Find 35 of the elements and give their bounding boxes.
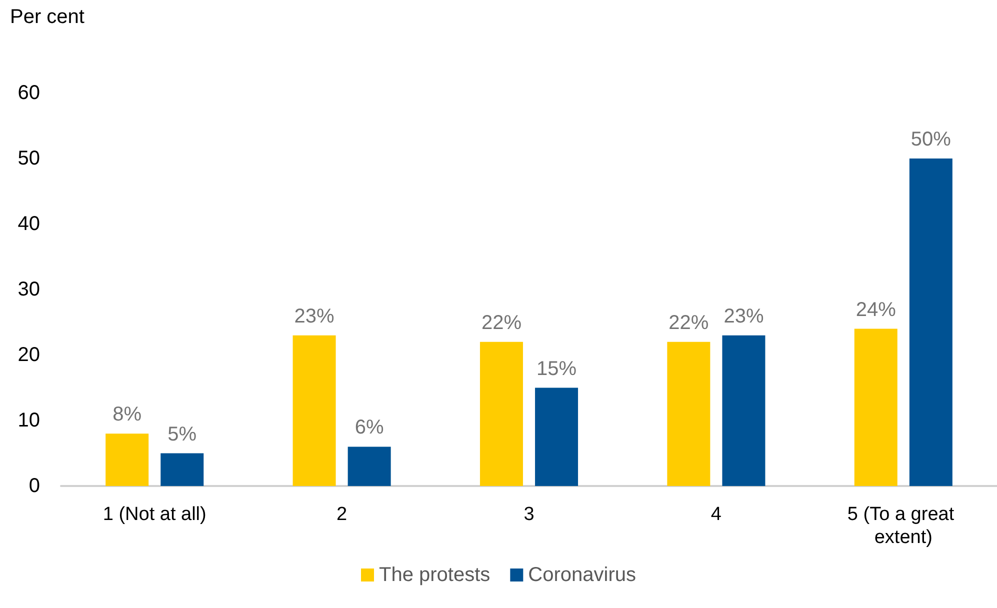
legend-label: Coronavirus bbox=[528, 564, 636, 586]
x-tick-label: 5 (To a great extent) bbox=[847, 504, 960, 548]
bar bbox=[535, 388, 578, 486]
bar bbox=[106, 434, 149, 486]
bar bbox=[854, 328, 898, 486]
y-axis-title: Per cent bbox=[10, 6, 85, 28]
y-tick-label: 20 bbox=[18, 344, 40, 366]
y-tick-label: 10 bbox=[18, 410, 40, 432]
y-tick-label: 60 bbox=[18, 82, 40, 104]
bar bbox=[160, 453, 204, 486]
y-tick-label: 30 bbox=[18, 278, 40, 300]
data-label: 5% bbox=[168, 423, 197, 446]
bar bbox=[722, 335, 766, 486]
data-label: 6% bbox=[354, 416, 384, 439]
data-label: 22% bbox=[481, 312, 522, 334]
data-label: 15% bbox=[536, 358, 577, 380]
data-label: 24% bbox=[856, 298, 896, 321]
data-label: 23% bbox=[724, 305, 764, 328]
x-tick-label: 2 bbox=[336, 504, 348, 525]
y-tick-label: 40 bbox=[18, 213, 40, 235]
bar bbox=[667, 342, 710, 486]
data-label: 50% bbox=[910, 128, 952, 150]
x-tick-label: 1 (Not at all) bbox=[102, 504, 206, 525]
x-tick-label: 4 bbox=[710, 504, 722, 525]
data-label: 22% bbox=[668, 312, 709, 334]
bar bbox=[909, 158, 952, 486]
data-label: 23% bbox=[294, 305, 335, 328]
data-label: 8% bbox=[112, 404, 142, 426]
bar bbox=[292, 335, 336, 486]
bar bbox=[348, 446, 391, 486]
legend-label: The protests bbox=[379, 564, 490, 586]
y-tick-label: 50 bbox=[18, 148, 40, 170]
y-tick-label: 0 bbox=[28, 475, 40, 497]
x-tick-label: 3 bbox=[524, 504, 534, 525]
bar bbox=[480, 342, 523, 486]
